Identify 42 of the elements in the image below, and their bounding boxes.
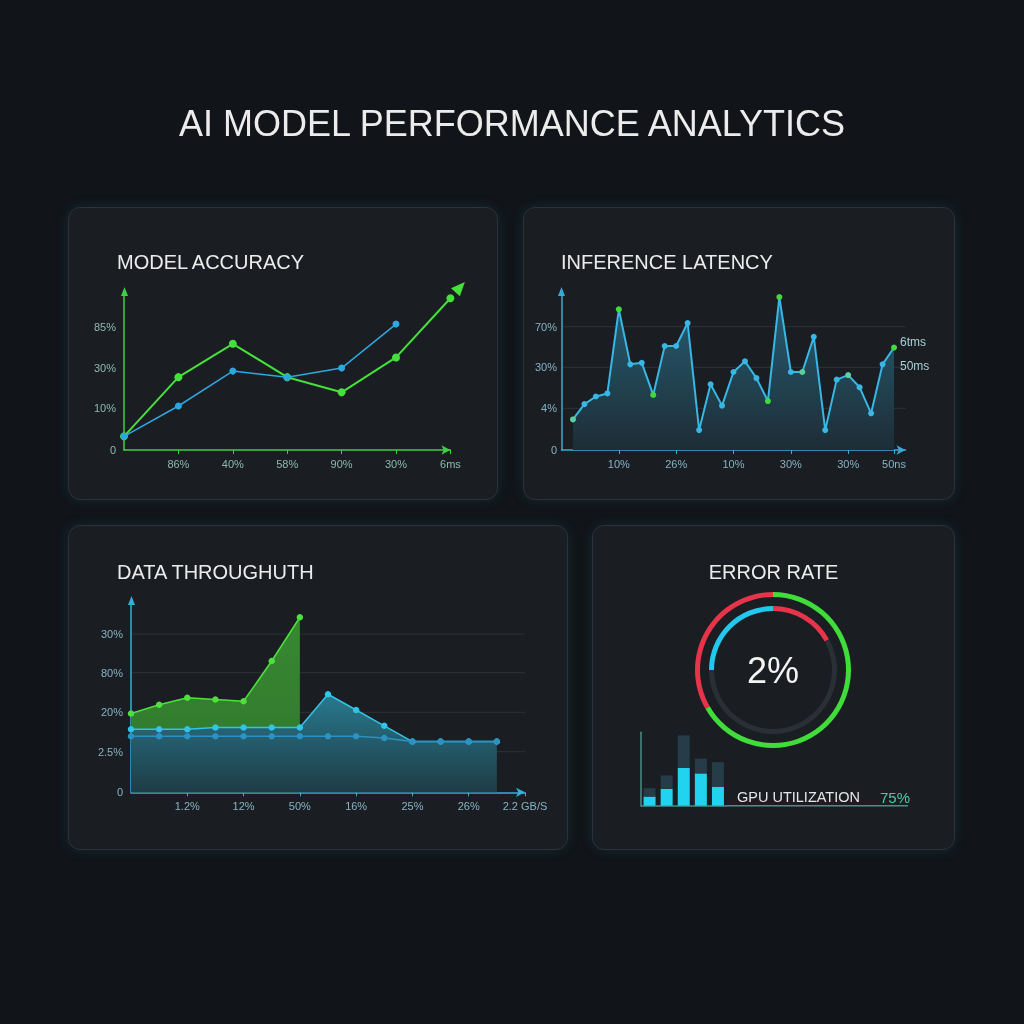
x-tick-label: 90% <box>330 457 353 470</box>
x-tick-label: 30% <box>779 457 803 470</box>
text: AI MODEL PERFORMANCE ANALYTICS <box>178 102 846 144</box>
chart-title: DATA THROUGHUTH <box>117 561 314 583</box>
x-tick-label: 30% <box>837 457 860 470</box>
text: 10% <box>93 402 117 415</box>
text: 75% <box>880 788 911 806</box>
text: 0 <box>116 786 123 799</box>
x-tick-label: 10% <box>607 457 631 470</box>
x-tick-label: 2.2 GB/S <box>502 799 548 812</box>
text: 0 <box>550 444 557 456</box>
text: 0 <box>109 444 116 456</box>
text: 2.5% <box>97 745 124 758</box>
annotation: 6tms <box>900 335 927 349</box>
x-tick-label: 6ms <box>440 457 462 470</box>
text: GPU UTILIZATION <box>737 789 860 805</box>
x-tick-label: 58% <box>276 457 299 470</box>
chart-title: MODEL ACCURACY <box>117 251 305 273</box>
x-tick-label: 10% <box>722 457 745 470</box>
x-tick-label: 1.2% <box>174 799 201 812</box>
text: 4% <box>541 402 558 415</box>
x-tick-label: 25% <box>401 799 424 812</box>
text: 20% <box>100 706 124 719</box>
text: 80% <box>100 666 124 679</box>
text: 2% <box>746 649 800 691</box>
x-tick-label: 30% <box>384 457 408 470</box>
text: 30% <box>100 628 124 640</box>
x-tick-label: 26% <box>665 457 688 470</box>
x-tick-label: 40% <box>221 457 245 470</box>
text: 30% <box>534 361 558 374</box>
text: 30% <box>93 361 117 374</box>
x-tick-label: 86% <box>167 457 190 470</box>
chart-title: INFERENCE LATENCY <box>561 251 773 273</box>
x-tick-label: 16% <box>345 799 368 812</box>
x-tick-label: 50ns <box>882 457 907 470</box>
x-tick-label: 26% <box>457 799 480 812</box>
text: 85% <box>93 320 117 333</box>
annotation: 50ms <box>900 359 930 373</box>
text: 70% <box>534 320 558 333</box>
x-tick-label: 12% <box>232 799 255 812</box>
x-tick-label: 50% <box>288 799 312 812</box>
chart-title: ERROR RATE <box>708 561 839 583</box>
